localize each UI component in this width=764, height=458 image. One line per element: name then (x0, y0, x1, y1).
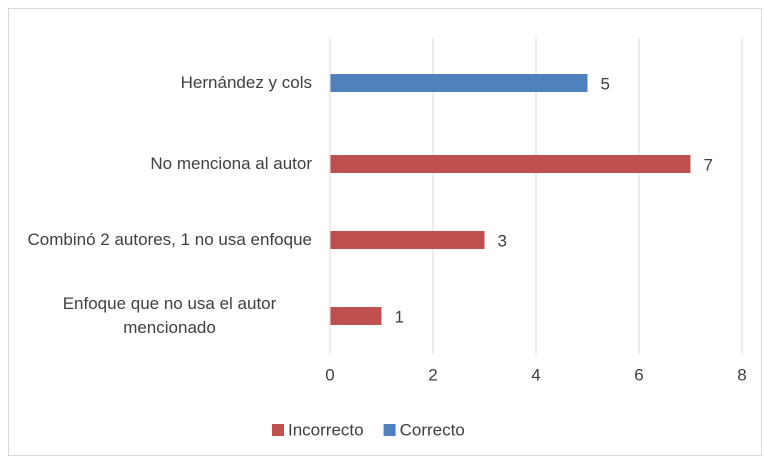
legend-swatch (383, 424, 396, 436)
data-label: 7 (704, 155, 713, 174)
y-tick-label: Enfoque que no usa el autor mencionado (62, 294, 277, 337)
y-tick-label: Combinó 2 autores, 1 no usa enfoque (27, 230, 312, 249)
x-tick-label: 8 (737, 365, 746, 384)
x-tick-label: 6 (634, 365, 643, 384)
y-tick-label-box: Combinó 2 autores, 1 no usa enfoque (14, 228, 312, 252)
bar (330, 74, 588, 92)
x-tick-label: 0 (325, 365, 334, 384)
y-tick-label-box: No menciona al autor (14, 152, 312, 176)
bar (330, 231, 485, 249)
y-tick-label: Hernández y cols (180, 73, 312, 92)
bar (330, 307, 382, 325)
data-label: 3 (498, 231, 507, 250)
legend-label: Correcto (400, 420, 465, 439)
x-tick-label: 2 (428, 365, 437, 384)
y-tick-label-box: Enfoque que no usa el autor mencionado (14, 292, 312, 340)
data-label: 5 (601, 74, 610, 93)
y-tick-label: No menciona al autor (150, 154, 312, 173)
legend-swatch (272, 424, 284, 436)
data-label: 1 (395, 307, 404, 326)
legend-label: Incorrecto (288, 420, 364, 439)
bar (330, 155, 691, 173)
y-tick-label-box: Hernández y cols (14, 71, 312, 95)
x-tick-label: 4 (531, 365, 540, 384)
